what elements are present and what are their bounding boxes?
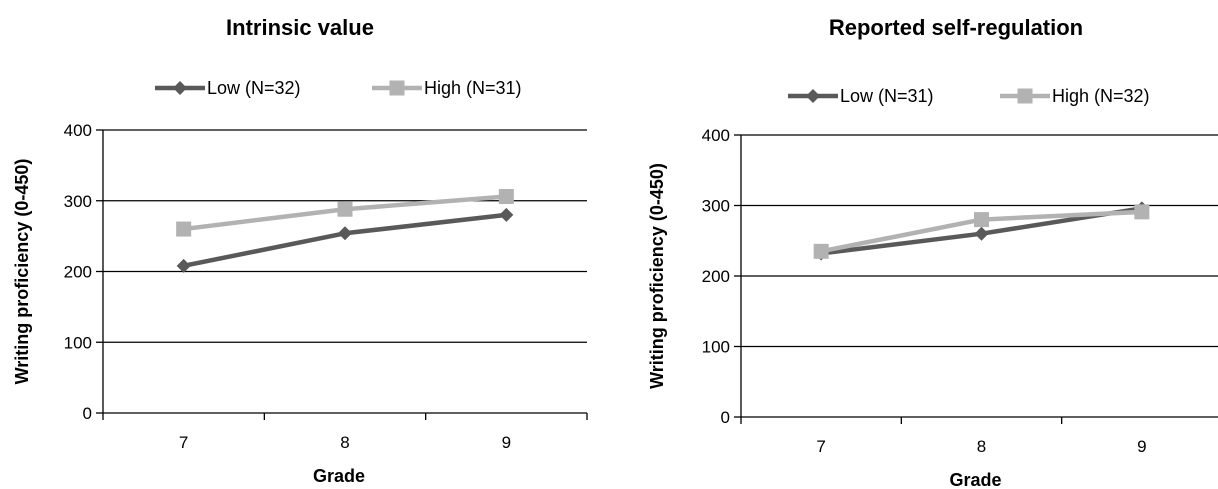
data-point-low-n-32-8 (338, 226, 352, 241)
x-tick-label-9: 9 (1137, 437, 1146, 456)
x-tick-label-7: 7 (179, 433, 188, 452)
y-tick-label: 300 (64, 192, 92, 211)
x-tick-label-8: 8 (340, 433, 349, 452)
data-point-high-n-31-7 (176, 221, 192, 237)
x-tick-label-8: 8 (977, 437, 986, 456)
chart-panel-reported-self-regulation: Reported self-regulation 0 100 200 300 400 7 8 9… (647, 15, 1218, 489)
data-point-high-n-32-8 (974, 212, 989, 228)
legend-marker-low-n-32 (173, 81, 187, 95)
data-point-high-n-31-9 (498, 189, 514, 205)
legend-marker-low-n-31 (806, 89, 820, 103)
data-point-high-n-31-8 (337, 201, 353, 217)
chart-title: Intrinsic value (226, 15, 374, 40)
y-tick-label: 0 (83, 404, 92, 423)
y-tick-label: 200 (702, 267, 730, 286)
y-tick-label: 100 (64, 333, 92, 352)
y-tick-label: 300 (702, 197, 730, 216)
x-axis-title: Grade (949, 470, 1001, 489)
legend-label-low-n-32: Low (N=32) (207, 78, 301, 98)
x-tick-label-7: 7 (816, 437, 825, 456)
y-axis-title: Writing proficiency (0-450) (12, 159, 32, 385)
x-tick-label-9: 9 (502, 433, 511, 452)
legend-label-high-n-31: High (N=31) (424, 78, 522, 98)
x-axis-title: Grade (313, 466, 365, 486)
legend-label-high-n-32: High (N=32) (1052, 86, 1150, 106)
chart-title: Reported self-regulation (829, 15, 1083, 40)
y-axis-title: Writing proficiency (0-450) (647, 163, 667, 389)
legend-label-low-n-31: Low (N=31) (840, 86, 934, 106)
y-tick-label: 0 (721, 408, 730, 427)
legend-marker-high-n-32 (1017, 88, 1033, 104)
y-tick-label: 100 (702, 338, 730, 357)
data-point-low-n-32-7 (176, 258, 191, 273)
data-point-high-n-32-9 (1134, 204, 1150, 220)
legend-marker-high-n-31 (389, 80, 405, 96)
y-tick-label: 200 (64, 263, 92, 282)
data-point-high-n-32-7 (813, 243, 829, 259)
y-tick-label: 400 (64, 121, 92, 140)
chart-panel-intrinsic-value: Intrinsic value 0 100 200 300 400 7 8 9 Grade Writ… (12, 15, 588, 486)
data-point-low-n-32-9 (499, 207, 514, 222)
y-tick-label: 400 (702, 126, 730, 145)
data-point-low-n-31-8 (974, 226, 989, 241)
